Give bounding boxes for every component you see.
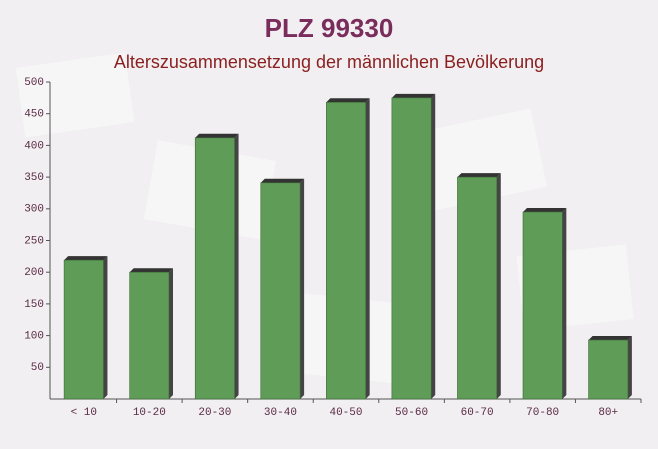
- bar: [588, 339, 629, 400]
- bar-top: [260, 178, 305, 183]
- x-tick-label: 30-40: [264, 407, 297, 419]
- bar-shadow: [169, 268, 173, 399]
- bar-shadow: [300, 178, 305, 399]
- bar: [63, 259, 104, 400]
- bar: [391, 97, 432, 400]
- bar-top: [64, 256, 108, 261]
- bar-top: [195, 133, 239, 138]
- y-tick-label: 350: [24, 172, 44, 184]
- x-tick-label: < 10: [71, 407, 97, 419]
- y-tick-label: 300: [24, 204, 44, 216]
- bar-top: [391, 93, 436, 98]
- bar: [129, 271, 170, 400]
- bar: [457, 176, 498, 400]
- y-tick-label: 50: [31, 362, 44, 374]
- y-tick-label: 250: [24, 235, 44, 247]
- y-tick-label: 200: [24, 267, 44, 279]
- bar-top: [326, 98, 370, 103]
- y-tick-label: 100: [24, 331, 44, 343]
- bar-shadow: [431, 93, 436, 399]
- bar-top: [588, 336, 632, 341]
- x-tick-label: 10-20: [133, 407, 166, 419]
- x-tick-label: 60-70: [461, 407, 494, 419]
- bar: [326, 101, 366, 400]
- chart-title: PLZ 99330: [265, 13, 394, 43]
- bar-shadow: [103, 256, 108, 399]
- x-tick-label: 20-30: [198, 407, 231, 419]
- bar-top: [457, 173, 501, 178]
- bar-shadow: [627, 336, 632, 399]
- bar-top: [129, 268, 173, 273]
- bar: [194, 137, 235, 400]
- chart-subtitle: Alterszusammensetzung der männlichen Bev…: [114, 52, 544, 72]
- y-tick-label: 400: [24, 140, 44, 152]
- x-tick-label: 50-60: [395, 407, 428, 419]
- bar-shadow: [365, 98, 370, 400]
- x-tick-label: 70-80: [526, 407, 559, 419]
- bar-top: [523, 207, 567, 212]
- y-tick-label: 150: [24, 299, 44, 311]
- bar-shadow: [234, 133, 239, 400]
- bar-shadow: [562, 207, 567, 399]
- bar: [522, 211, 563, 400]
- bar-shadow: [496, 173, 501, 399]
- x-tick-label: 40-50: [329, 407, 362, 419]
- y-tick-label: 450: [24, 109, 44, 121]
- x-tick-label: 80+: [598, 407, 618, 419]
- y-tick-label: 500: [24, 77, 44, 89]
- bar: [260, 182, 301, 400]
